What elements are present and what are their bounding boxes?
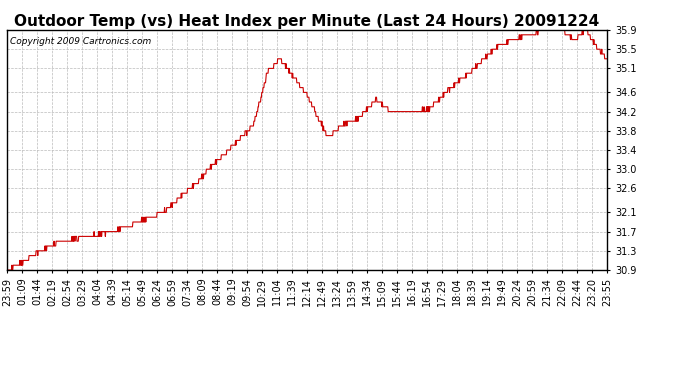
Text: Copyright 2009 Cartronics.com: Copyright 2009 Cartronics.com [10, 37, 151, 46]
Title: Outdoor Temp (vs) Heat Index per Minute (Last 24 Hours) 20091224: Outdoor Temp (vs) Heat Index per Minute … [14, 14, 600, 29]
